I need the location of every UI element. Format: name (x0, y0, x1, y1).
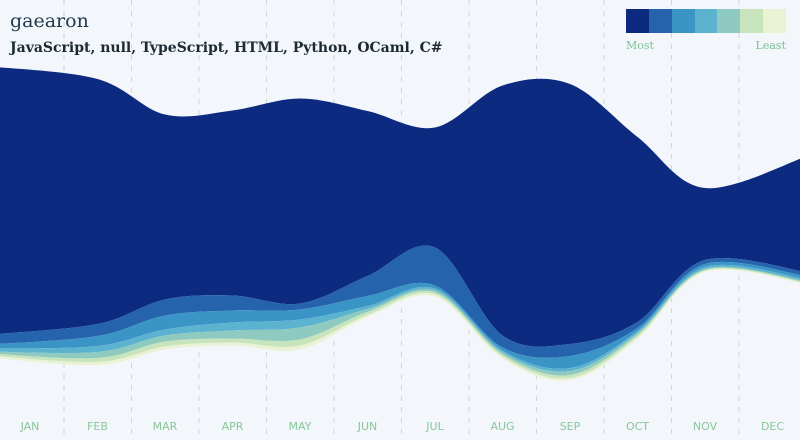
legend-swatch-1 (626, 9, 649, 33)
month-label-jan: JAN (20, 420, 40, 433)
stream-layer-null (0, 245, 800, 358)
legend-swatch-5 (717, 9, 741, 33)
legend-swatch-7 (763, 9, 787, 33)
month-label-jul: JUL (425, 420, 444, 433)
month-label-nov: NOV (693, 420, 718, 433)
month-label-dec: DEC (761, 420, 784, 433)
legend-swatch-2 (648, 9, 672, 33)
legend-swatch-3 (671, 9, 695, 33)
legend: Most Least (626, 9, 787, 52)
legend-swatches (626, 9, 787, 33)
month-label-may: MAY (289, 420, 312, 433)
month-label-apr: APR (222, 420, 244, 433)
month-label-oct: OCT (626, 420, 649, 433)
legend-swatch-4 (694, 9, 718, 33)
month-label-mar: MAR (153, 420, 178, 433)
month-label-feb: FEB (87, 420, 108, 433)
stream-layers (0, 67, 800, 381)
legend-swatch-6 (740, 9, 764, 33)
legend-least-label: Least (755, 39, 786, 52)
stream-layer-javascript (0, 67, 800, 347)
month-labels: JAN FEB MAR APR MAY JUN JUL AUG SEP OCT NOV DEC (20, 420, 785, 433)
month-label-sep: SEP (560, 420, 581, 433)
month-label-aug: AUG (490, 420, 514, 433)
chart-title: gaearon (10, 10, 89, 32)
legend-most-label: Most (626, 39, 654, 52)
month-label-jun: JUN (357, 420, 378, 433)
chart-subtitle: JavaScript, null, TypeScript, HTML, Pyth… (10, 40, 443, 56)
